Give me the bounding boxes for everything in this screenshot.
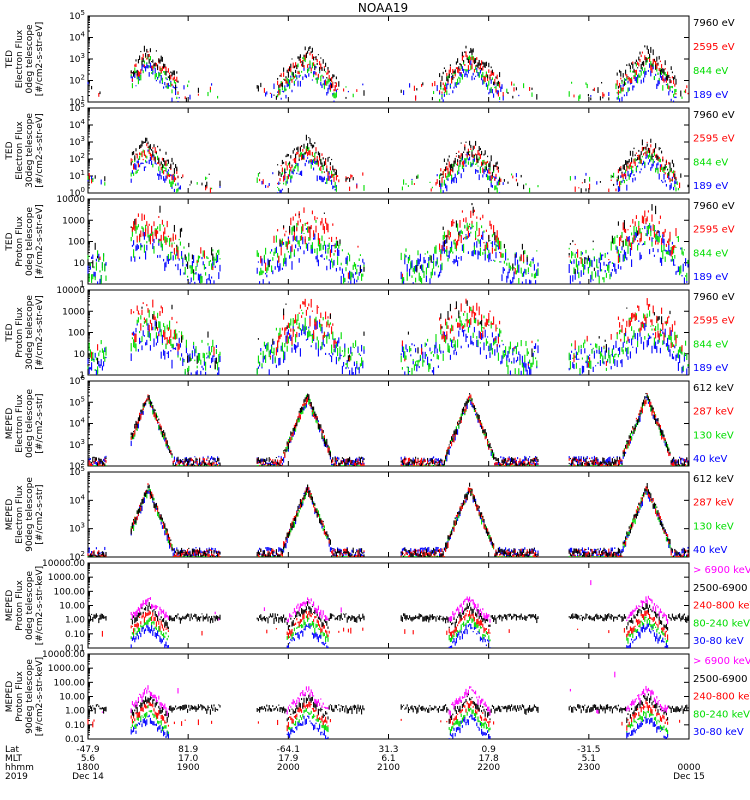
data-marks — [87, 298, 689, 375]
y-tick-label: 105 — [69, 9, 85, 22]
legend-entry: 2595 eV — [693, 42, 735, 53]
legend-entry: 2595 eV — [693, 134, 735, 145]
legend-entry: 7960 eV — [693, 110, 735, 121]
y-axis-label-line: [#/cm2-s-str-eV] — [35, 113, 45, 188]
data-marks — [87, 45, 689, 102]
y-tick-label: 103 — [69, 52, 85, 65]
y-tick-label: 1 — [79, 280, 85, 290]
y-tick-label: 1 — [79, 371, 85, 381]
legend-entry: 7960 eV — [693, 292, 735, 303]
y-axis-label-line: 30deg telescope — [25, 113, 35, 188]
legend-entry: 844 eV — [693, 248, 728, 259]
data-marks — [87, 134, 689, 193]
y-tick-label: 106 — [69, 374, 85, 387]
legend-entry: 2595 eV — [693, 225, 735, 236]
legend-entry: 130 keV — [693, 430, 734, 441]
y-axis-label-line: [#/cm2-s-str] — [35, 393, 45, 453]
y-axis-label-line: 0deg telescope — [25, 207, 35, 277]
panel-frame — [87, 380, 690, 467]
legend-entry: 40 keV — [693, 454, 727, 465]
y-tick-label: 10000 — [56, 195, 85, 205]
y-axis-label-line: TED — [5, 50, 15, 69]
legend-entry: 287 keV — [693, 407, 734, 418]
y-axis-label-line: [#/cm2-s-str-eV] — [35, 204, 45, 279]
y-axis-label-line: MEPED — [5, 408, 15, 440]
y-tick-label: 102 — [69, 152, 85, 165]
y-tick-label: 103 — [69, 438, 85, 451]
y-axis-label-line: 0deg telescope — [25, 24, 35, 94]
y-tick-label: 104 — [69, 417, 85, 430]
legend-entry: 612 keV — [693, 383, 734, 394]
y-tick-label: 100 — [68, 329, 85, 339]
y-axis-label-line: TED — [5, 141, 15, 160]
panel-frame — [87, 198, 690, 285]
panel-4: 1 10 100 1000 10000 TED Proton Flux 30deg teles… — [5, 286, 735, 381]
y-tick-label: 105 — [69, 395, 85, 408]
y-tick-label: 101 — [69, 169, 85, 182]
y-axis-label-line: Proton Flux — [15, 216, 25, 267]
legend-entry: 189 eV — [693, 181, 728, 192]
y-tick-label: 1000 — [62, 307, 85, 317]
y-tick-label: 10 — [74, 350, 86, 360]
chart-title: NOAA19 — [358, 1, 408, 15]
y-axis-label-line: Proton Flux — [15, 307, 25, 358]
legend-entry: 2595 eV — [693, 316, 735, 327]
y-axis-label-line: [#/cm2-s-str-eV] — [35, 295, 45, 370]
panel-3: 1 10 100 1000 10000 TED Proton Flux 0deg telesc… — [5, 195, 735, 290]
y-axis-label-line: [#/cm2-s-str-eV] — [35, 22, 45, 97]
y-tick-label: 1000 — [62, 216, 85, 226]
panel-frame — [87, 289, 690, 376]
y-axis-label-line: 30deg telescope — [25, 295, 35, 370]
legend-entry: 189 eV — [693, 272, 728, 283]
y-axis-label-line: TED — [5, 323, 15, 342]
y-axis-label-line: Electron Flux — [15, 121, 25, 180]
y-tick-label: 103 — [69, 135, 85, 148]
data-marks — [87, 392, 689, 466]
y-axis-label-line: 0deg telescope — [25, 389, 35, 459]
y-axis-label-line: Electron Flux — [15, 394, 25, 453]
legend-entry: 7960 eV — [693, 201, 735, 212]
legend-entry: 844 eV — [693, 66, 728, 77]
legend-entry: 7960 eV — [693, 18, 735, 29]
y-axis-label-line: TED — [5, 232, 15, 251]
y-tick-label: 104 — [69, 31, 85, 44]
y-tick-label: 100 — [68, 238, 85, 248]
legend-entry: 844 eV — [693, 157, 728, 168]
y-tick-label: 10 — [74, 259, 86, 269]
legend-entry: 189 eV — [693, 363, 728, 374]
y-tick-label: 10000 — [56, 286, 85, 296]
legend-entry: 844 eV — [693, 339, 728, 350]
legend-entry: 189 eV — [693, 90, 728, 101]
y-axis-label-line: Electron Flux — [15, 29, 25, 88]
y-tick-label: 104 — [69, 118, 85, 131]
y-tick-label: 102 — [69, 74, 85, 87]
panel-frame — [87, 107, 690, 194]
data-marks — [87, 203, 689, 284]
panel-frame — [87, 15, 690, 103]
